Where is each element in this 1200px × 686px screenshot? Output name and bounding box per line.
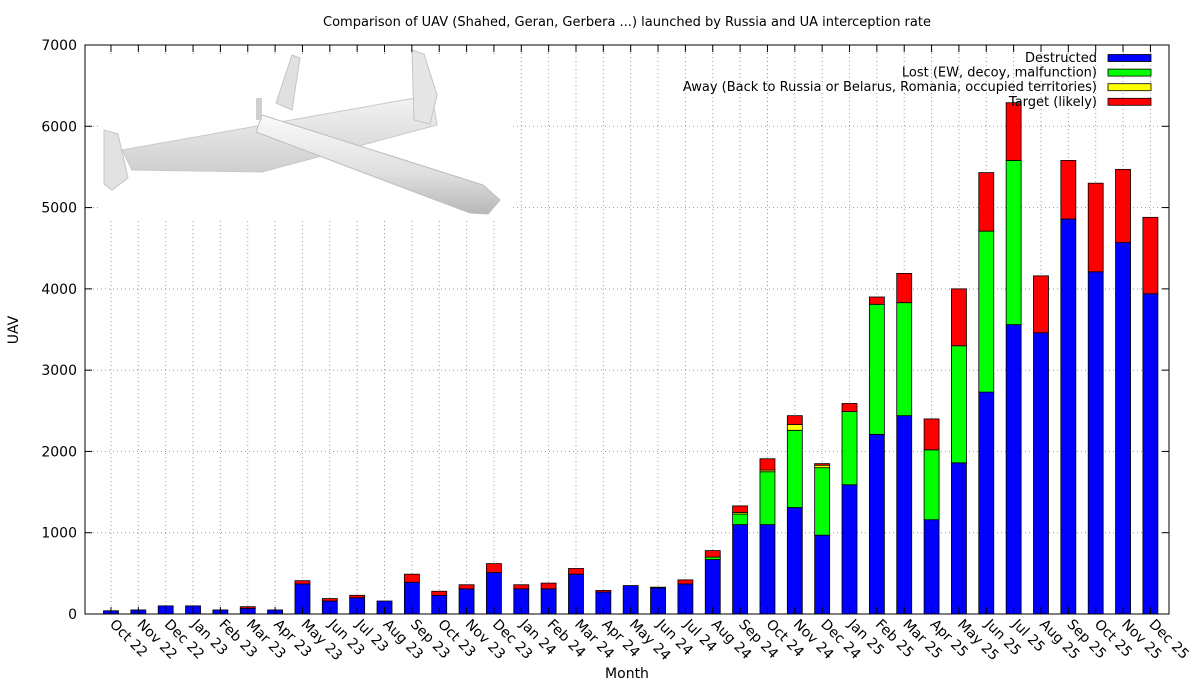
y-tick-label: 4000 <box>41 282 77 298</box>
plot-frame <box>84 44 1170 615</box>
bar-segment <box>1115 168 1131 243</box>
legend-swatch <box>1107 97 1152 106</box>
chart-title: Comparison of UAV (Shahed, Geran, Gerber… <box>323 15 931 30</box>
bar-segment <box>403 573 420 583</box>
bar-segment <box>1142 293 1159 615</box>
y-tick-label: 6000 <box>41 119 77 135</box>
bar-segment <box>1033 332 1049 615</box>
bar-segment <box>349 594 366 599</box>
bar-segment <box>786 424 803 431</box>
bar-segment <box>814 534 831 615</box>
y-tick-label: 5000 <box>41 201 77 217</box>
legend-swatch <box>1107 83 1152 92</box>
y-tick-label: 1000 <box>41 526 77 542</box>
bar-segment <box>759 471 776 525</box>
bar-segment <box>868 303 885 435</box>
bar-segment <box>814 463 831 466</box>
bar-segment <box>841 403 858 412</box>
bar-segment <box>1033 275 1049 334</box>
bar-segment <box>951 288 967 347</box>
bar-segment <box>923 449 940 521</box>
bar-segment <box>841 484 858 615</box>
bar-segment <box>1005 324 1022 615</box>
bars <box>103 102 1159 615</box>
legend-swatch <box>1107 68 1152 77</box>
bar-segment <box>759 458 776 471</box>
bar-segment <box>896 415 913 615</box>
bar-segment <box>704 550 721 558</box>
bar-segment <box>1115 242 1131 615</box>
bar-segment <box>896 273 913 304</box>
bar-segment <box>568 568 584 575</box>
bar-segment <box>732 524 749 615</box>
y-tick-label: 3000 <box>41 363 77 379</box>
bar-segment <box>896 302 913 417</box>
legend-label: Target (likely) <box>1008 95 1097 110</box>
bar-segment <box>486 563 502 573</box>
bar-segment <box>923 418 940 451</box>
y-axis-ticks: 0 1000 2000 3000 4000 5000 6000 7000 <box>41 38 1169 623</box>
bar-segment <box>650 586 666 589</box>
bar-segment <box>1005 102 1022 161</box>
bar-segment <box>841 411 858 486</box>
bar-segment <box>951 345 967 464</box>
bar-segment <box>978 172 995 232</box>
bar-segment <box>951 462 967 615</box>
bar-segment <box>321 598 338 602</box>
bar-segment <box>540 582 557 590</box>
drone-illustration <box>100 49 510 220</box>
legend-swatch <box>1107 54 1152 62</box>
bar-segment <box>786 429 803 508</box>
bar-segment <box>513 584 530 590</box>
bar-segment <box>786 507 803 615</box>
bar-segment <box>868 433 885 615</box>
bar-segment <box>814 467 831 536</box>
y-axis-title: UAV <box>6 315 22 344</box>
bar-segment <box>431 590 448 596</box>
y-tick-label: 2000 <box>41 444 77 460</box>
bar-segment <box>732 505 749 513</box>
bar-segment <box>759 524 776 615</box>
bar-segment <box>923 519 940 615</box>
bar-segment <box>1005 160 1022 326</box>
bar-segment <box>704 559 721 615</box>
legend-label: Lost (EW, decoy, malfunction) <box>902 66 1097 81</box>
bar-segment <box>978 230 995 393</box>
bar-segment <box>1060 218 1077 615</box>
bar-segment <box>677 579 694 585</box>
bar-segment <box>1087 271 1104 615</box>
bar-segment <box>1087 182 1104 273</box>
bar-segment <box>458 584 475 590</box>
legend-label: Destructed <box>1025 51 1097 66</box>
bar-segment <box>595 590 612 593</box>
y-tick-label: 7000 <box>41 38 77 54</box>
bar-segment <box>1142 216 1159 295</box>
bar-segment <box>868 296 885 305</box>
legend-label: Away (Back to Russia or Belarus, Romania… <box>683 80 1097 95</box>
y-tick-label: 0 <box>68 607 77 623</box>
bar-segment <box>978 391 995 615</box>
bar-segment <box>1060 160 1077 220</box>
bar-segment <box>294 580 311 585</box>
x-axis-title: Month <box>605 666 649 682</box>
bar-segment <box>732 513 749 525</box>
bar-segment <box>786 415 803 426</box>
